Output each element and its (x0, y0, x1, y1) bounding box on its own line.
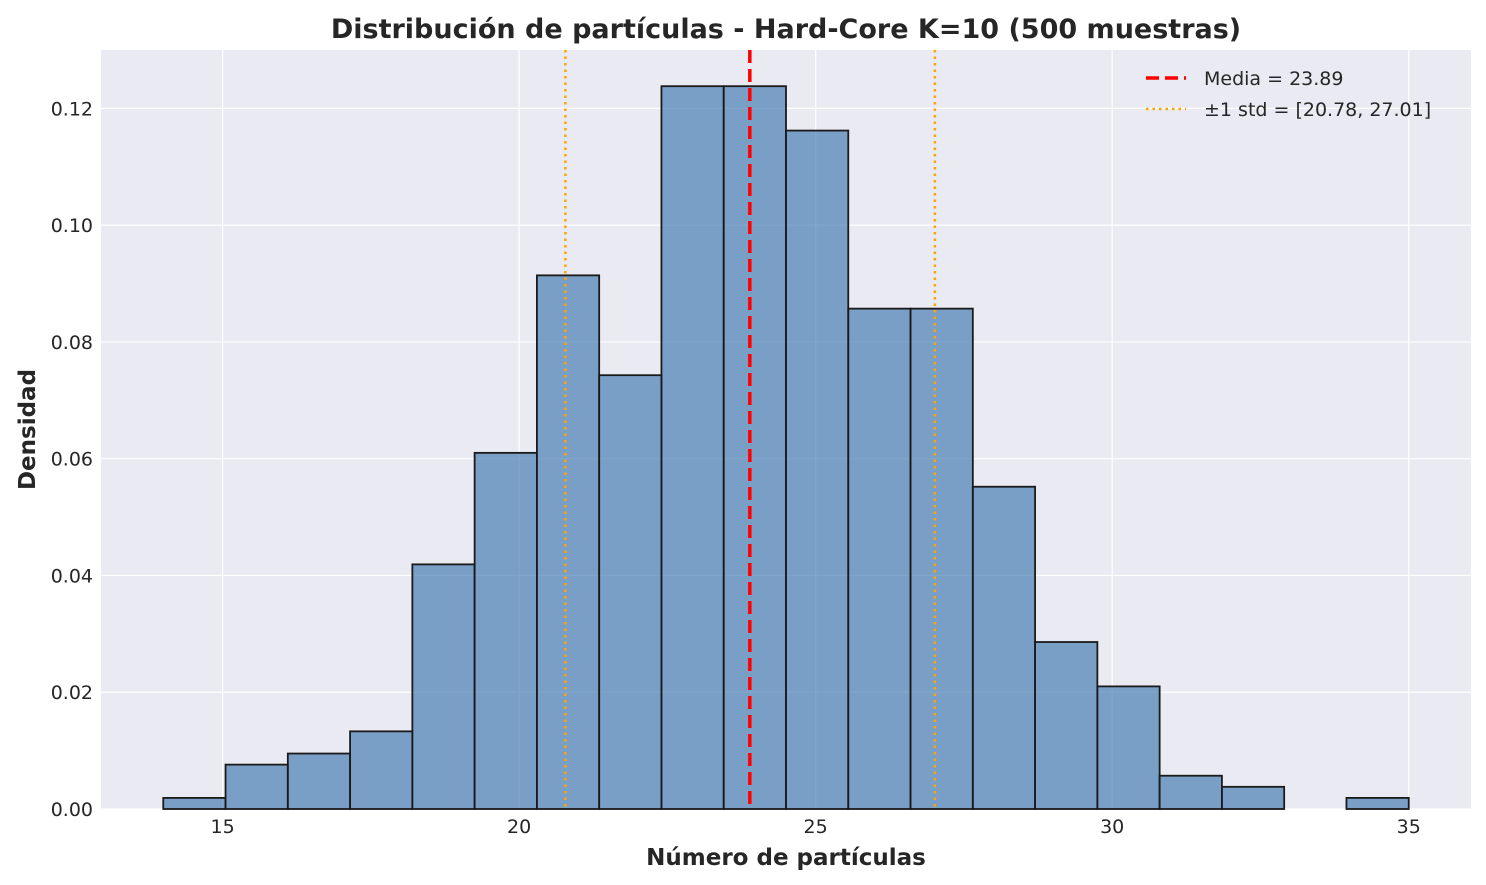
y-tick-label: 0.06 (51, 449, 93, 471)
y-axis-label: Densidad (15, 369, 41, 490)
histogram-bar (660, 85, 725, 810)
histogram-bar (598, 374, 663, 810)
histogram-bar (1034, 641, 1099, 810)
y-tick-label: 0.00 (51, 799, 93, 821)
x-tick-label: 25 (804, 816, 828, 838)
histogram-bar (1158, 774, 1223, 810)
histogram-bar (411, 563, 476, 810)
histogram-bar (909, 307, 974, 810)
y-tick-label: 0.08 (51, 332, 93, 354)
histogram-bar (722, 85, 787, 810)
histogram-bar (847, 307, 912, 810)
x-tick-label: 30 (1100, 816, 1124, 838)
histogram-bar (536, 274, 601, 810)
y-tick-label: 0.10 (51, 215, 93, 237)
legend-std-label: ±1 std = [20.78, 27.01] (1204, 99, 1431, 121)
histogram-bar (1221, 785, 1286, 810)
y-tick-label: 0.02 (51, 682, 93, 704)
histogram-bar (349, 730, 414, 810)
legend: Media = 23.89 ±1 std = [20.78, 27.01] (1146, 68, 1431, 121)
histogram-bar (971, 485, 1036, 810)
y-tick-label: 0.12 (51, 98, 93, 120)
x-tick-label: 20 (507, 816, 531, 838)
histogram-bar (162, 797, 227, 810)
legend-mean-label: Media = 23.89 (1204, 68, 1343, 90)
histogram-bar (785, 129, 850, 810)
histogram-bar (224, 763, 289, 810)
histogram-bar (286, 752, 351, 810)
histogram-bar (473, 451, 538, 810)
chart-title: Distribución de partículas - Hard-Core K… (331, 14, 1241, 45)
x-axis-ticks: 15 20 25 30 35 (210, 816, 1420, 838)
histogram-bar (1345, 797, 1410, 810)
reference-lines (564, 50, 937, 809)
x-axis-label: Número de partículas (646, 845, 926, 871)
histogram-bars (162, 85, 1410, 810)
y-tick-label: 0.04 (51, 565, 93, 587)
histogram-bar (1096, 685, 1161, 810)
x-tick-label: 35 (1397, 816, 1421, 838)
y-axis-ticks: 0.00 0.02 0.04 0.06 0.08 0.10 0.12 (51, 98, 93, 821)
x-tick-label: 15 (210, 816, 234, 838)
